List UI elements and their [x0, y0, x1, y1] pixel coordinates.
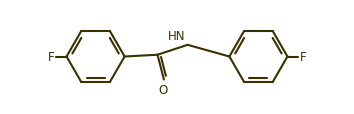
Text: F: F	[47, 51, 54, 63]
Text: F: F	[300, 51, 307, 63]
Text: HN: HN	[169, 30, 186, 43]
Text: O: O	[159, 83, 168, 96]
